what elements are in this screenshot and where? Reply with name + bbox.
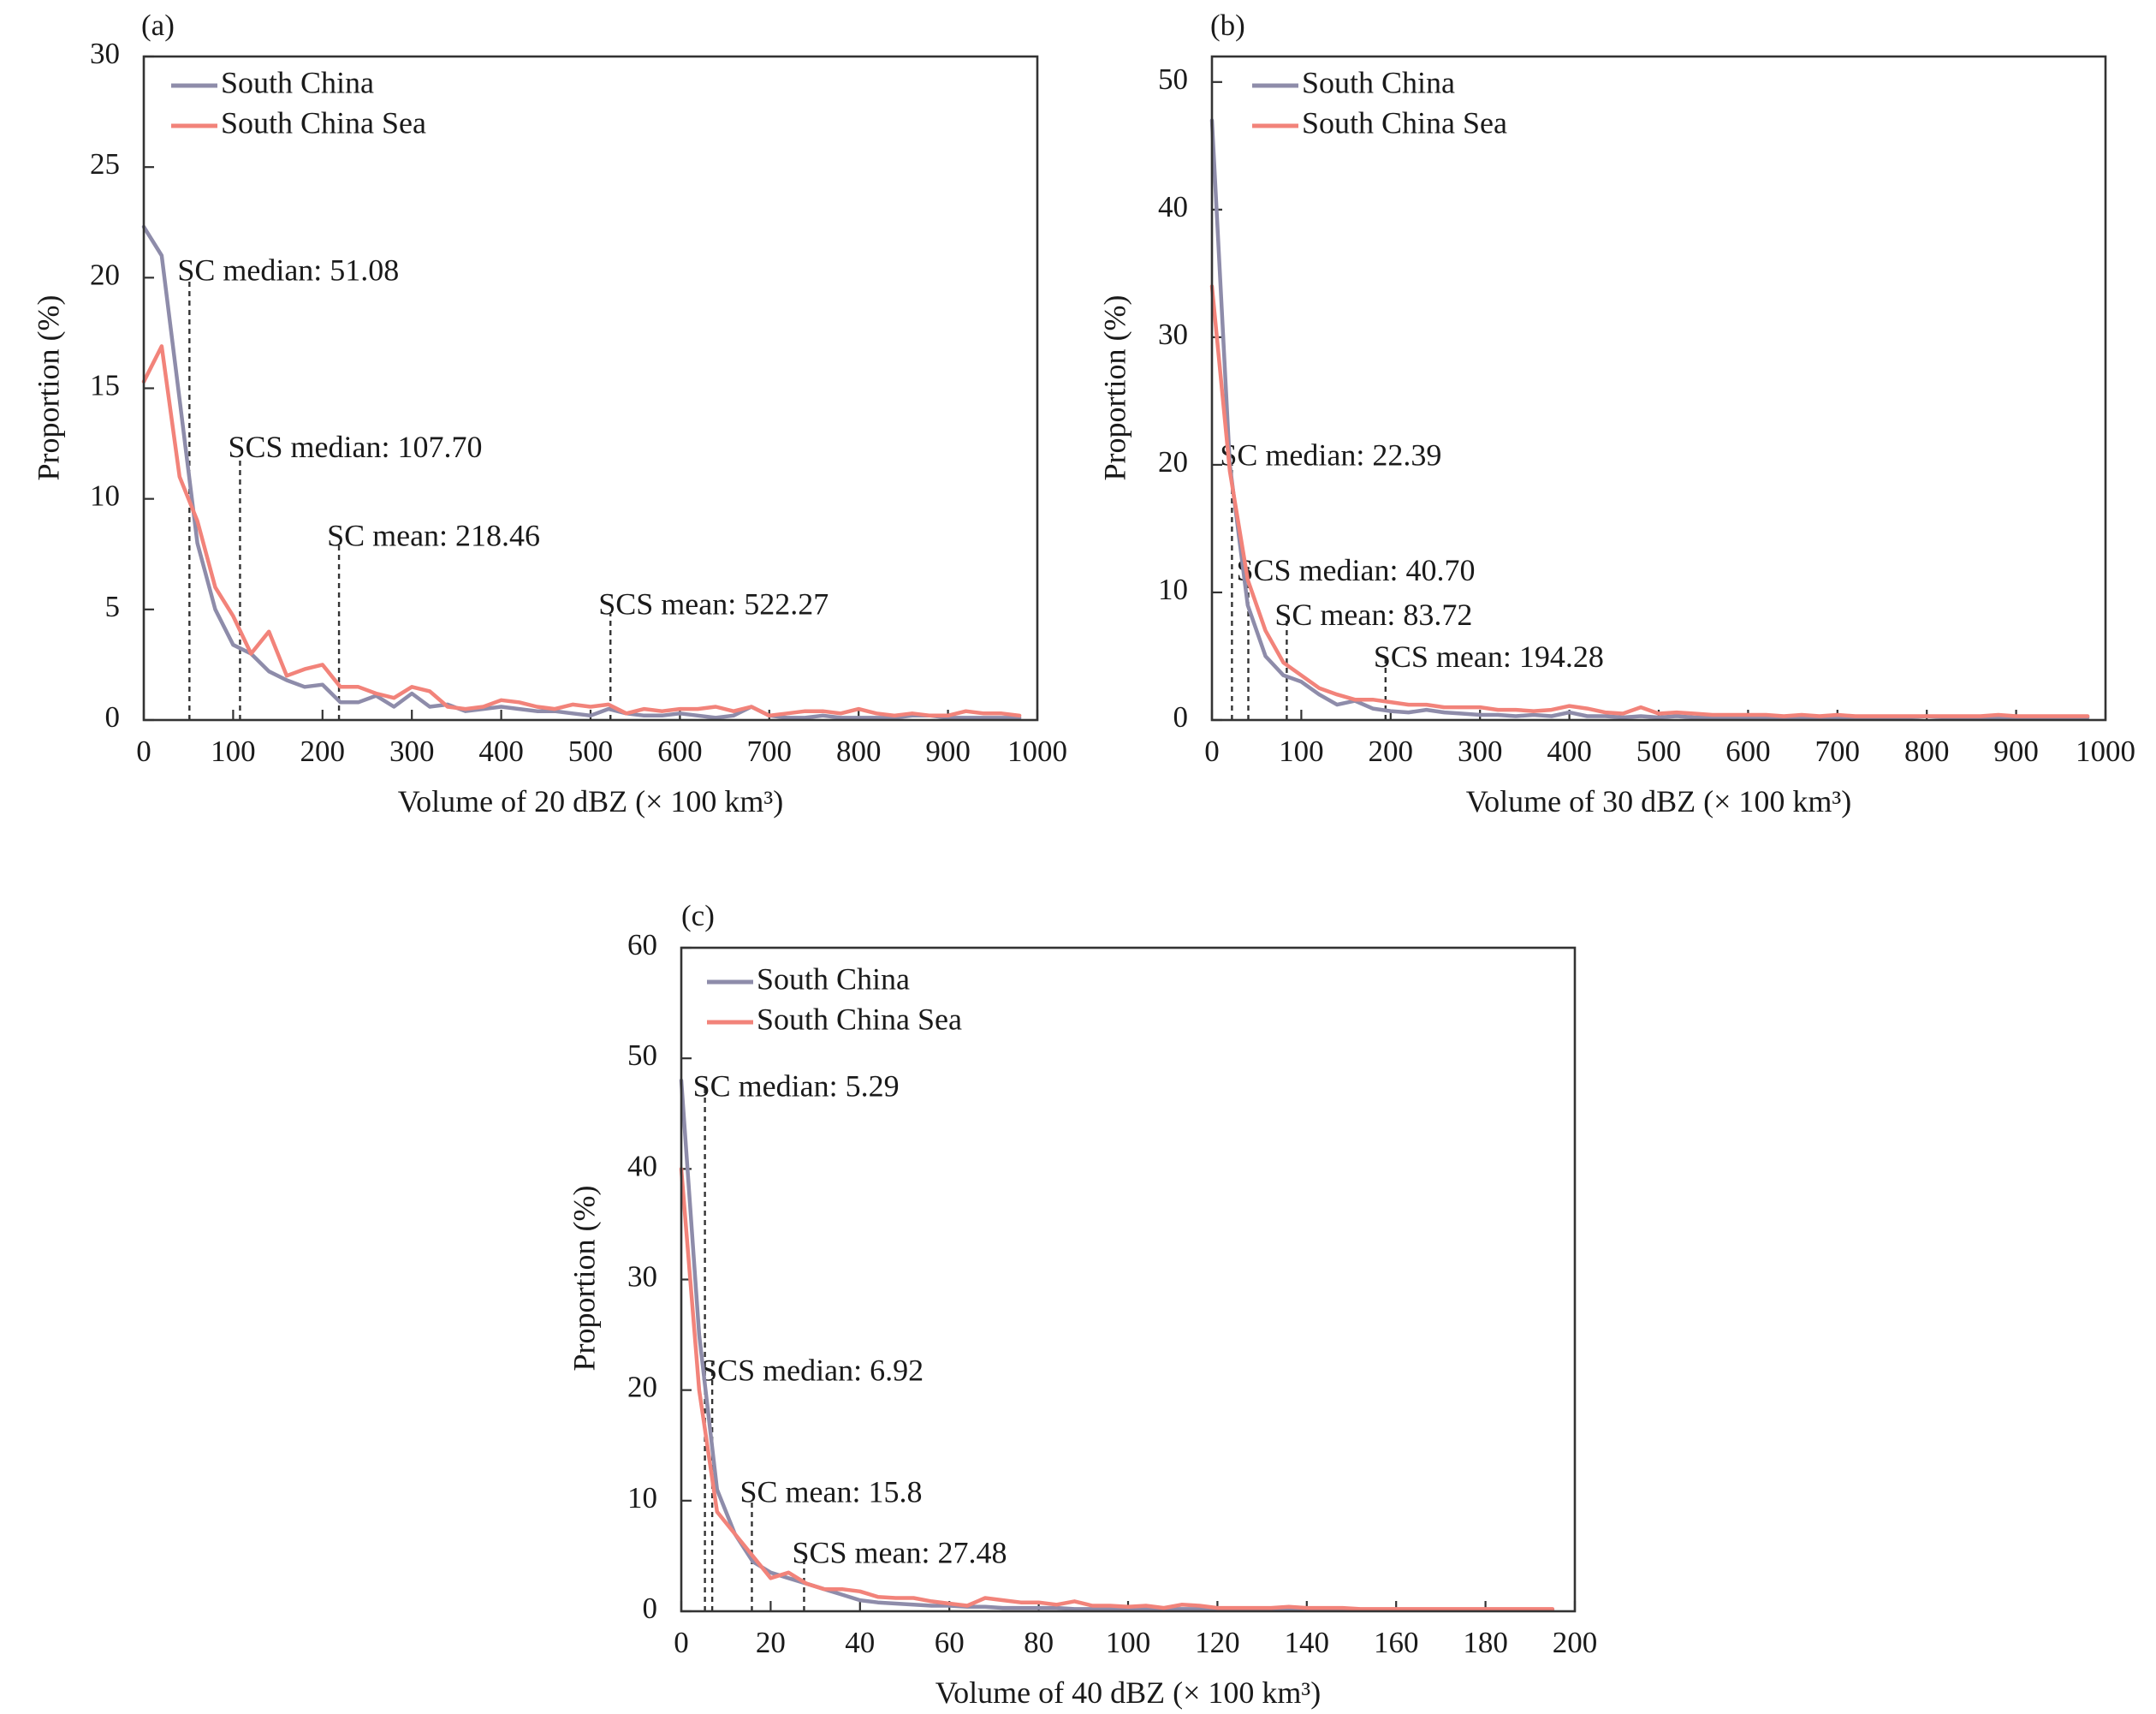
y-tick-label: 25 [90,147,120,181]
y-tick-label: 20 [627,1371,657,1404]
x-tick-label: 200 [1553,1626,1598,1659]
annotation-label: SC mean: 218.46 [327,518,540,552]
y-tick-label: 50 [1158,62,1188,96]
legend-label: South China [221,65,374,99]
y-tick-label: 30 [90,37,120,70]
y-axis-title: Proportion (%) [31,295,65,481]
x-tick-label: 400 [478,735,524,768]
legend-label: South China [757,961,910,996]
y-tick-label: 5 [105,590,121,623]
x-tick-label: 300 [1458,735,1503,768]
x-tick-label: 100 [1279,735,1324,768]
x-axis-title: Volume of 40 dBZ (× 100 km³) [935,1675,1321,1710]
x-tick-label: 700 [1815,735,1861,768]
x-tick-label: 60 [935,1626,965,1659]
annotation-label: SC mean: 15.8 [739,1475,922,1509]
annotation-label: SC median: 22.39 [1220,438,1441,473]
x-tick-label: 0 [1204,735,1220,768]
x-tick-label: 1000 [1007,735,1067,768]
x-tick-label: 180 [1463,1626,1508,1659]
y-tick-label: 20 [1158,445,1188,479]
x-tick-label: 300 [389,735,435,768]
series-line-south-china-sea [679,1167,1555,1611]
panel-label: (b) [1210,9,1245,42]
y-tick-label: 10 [1158,573,1188,606]
x-tick-label: 600 [657,735,703,768]
y-axis-title: Proportion (%) [567,1186,601,1372]
panel-c: (c) 0 10 20 30 40 50 60 0 20 40 60 80 100 120 140 160 180… [567,899,1597,1710]
x-tick-label: 100 [211,735,256,768]
x-tick-label: 80 [1024,1626,1054,1659]
x-tick-label: 800 [836,735,882,768]
y-tick-label: 10 [627,1481,657,1515]
y-tick-label: 40 [627,1149,657,1182]
y-tick-label: 30 [1158,318,1188,351]
annotation-label: SCS mean: 194.28 [1374,640,1604,674]
x-tick-label: 40 [845,1626,875,1659]
annotation-label: SCS median: 6.92 [700,1354,924,1388]
plot-frame [142,55,1039,722]
plot-frame [1210,55,2107,722]
x-tick-label: 600 [1725,735,1771,768]
x-tick-label: 900 [925,735,971,768]
y-axis-title: Proportion (%) [1097,295,1131,481]
x-tick-label: 800 [1904,735,1950,768]
series-line-south-china-sea [1209,284,2090,718]
x-tick-label: 500 [568,735,614,768]
annotation-label: SC median: 5.29 [693,1069,900,1104]
x-tick-label: 140 [1285,1626,1330,1659]
x-tick-label: 900 [1993,735,2039,768]
legend-label: South China [1302,65,1455,99]
y-tick-label: 20 [90,258,120,291]
x-tick-label: 200 [1369,735,1414,768]
panel-label: (c) [681,899,715,932]
x-tick-label: 400 [1547,735,1592,768]
legend-label: South China Sea [1302,105,1507,140]
y-tick-label: 10 [90,479,120,513]
series-line-south-china [679,1078,1555,1612]
y-tick-label: 0 [105,700,121,734]
y-tick-label: 50 [627,1039,657,1072]
annotation-label: SCS median: 40.70 [1236,553,1475,587]
x-tick-label: 200 [300,735,346,768]
plot-frame [680,946,1577,1613]
y-tick-label: 60 [627,928,657,961]
x-tick-label: 0 [674,1626,689,1659]
x-tick-label: 0 [136,735,151,768]
annotation-label: SC median: 51.08 [177,253,399,287]
annotation-label: SCS median: 107.70 [228,430,482,464]
legend-label: South China Sea [221,105,426,140]
panel-label: (a) [141,9,175,42]
series-line-south-china [141,224,1022,720]
x-tick-label: 500 [1636,735,1682,768]
y-tick-label: 15 [90,369,120,402]
x-tick-label: 100 [1106,1626,1151,1659]
y-tick-label: 0 [643,1592,658,1625]
y-tick-label: 0 [1173,700,1189,734]
y-tick-label: 40 [1158,190,1188,223]
x-tick-label: 700 [747,735,793,768]
x-axis-title: Volume of 30 dBZ (× 100 km³) [1466,784,1851,818]
x-tick-label: 1000 [2076,735,2135,768]
series-line-south-china-sea [141,344,1022,718]
annotation-label: SCS mean: 522.27 [598,587,829,622]
x-tick-label: 20 [756,1626,786,1659]
annotation-label: SC mean: 83.72 [1274,598,1472,632]
legend-label: South China Sea [757,1002,962,1036]
x-tick-label: 120 [1195,1626,1240,1659]
x-tick-label: 160 [1374,1626,1419,1659]
y-tick-label: 30 [627,1260,657,1294]
x-axis-title: Volume of 20 dBZ (× 100 km³) [398,784,783,818]
annotation-label: SCS mean: 27.48 [792,1536,1007,1570]
